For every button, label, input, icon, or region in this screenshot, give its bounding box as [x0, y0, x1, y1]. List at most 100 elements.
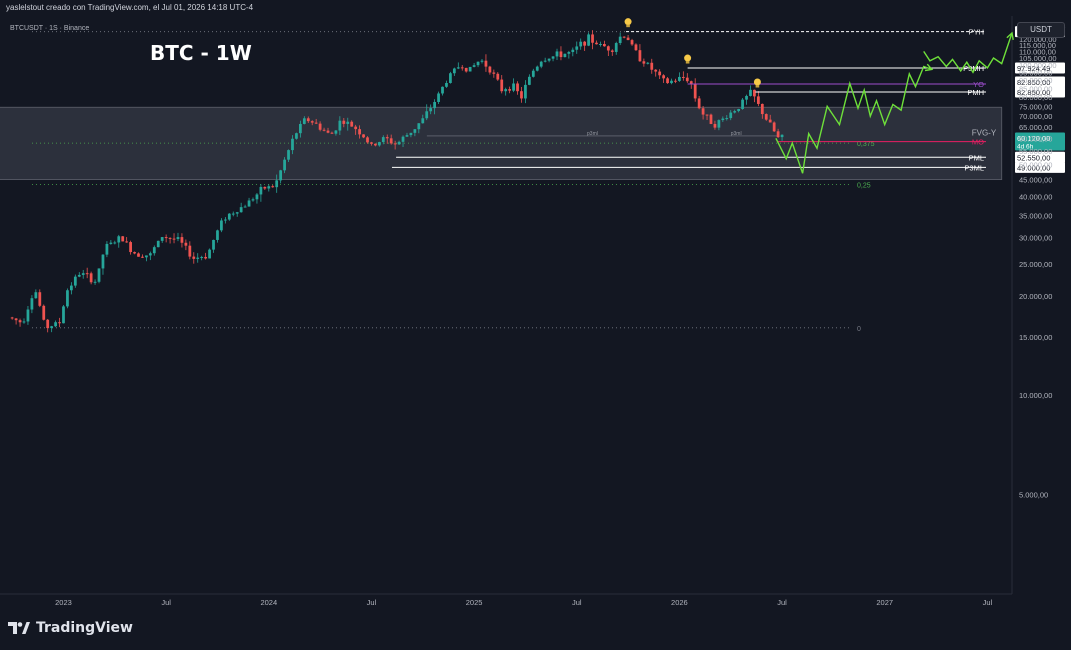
candle-body: [749, 89, 752, 96]
y-axis-tick-label: 110.000,00: [1019, 47, 1056, 56]
candle-body: [62, 306, 65, 324]
y-axis-tick-label: 90.000,00: [1019, 76, 1052, 85]
level-price-label: 97.924,49: [1017, 64, 1050, 73]
candle-body: [350, 121, 354, 127]
candle-body: [113, 242, 117, 244]
candle-body: [409, 132, 413, 136]
projection-arrow-icon: [1006, 31, 1014, 41]
candle-body: [571, 49, 575, 53]
tradingview-logo[interactable]: TradingView: [8, 620, 133, 636]
y-axis-tick-label: 100.000,00: [1019, 61, 1057, 70]
candle-body: [26, 309, 30, 322]
candle-body: [34, 292, 38, 299]
candle-body: [54, 322, 57, 327]
btc-weekly-chart[interactable]: BTCUSDT · 1S · Binance BTC - 1W FVG-Y 0,375…: [0, 16, 1071, 612]
candle-body: [460, 67, 464, 69]
candle-body: [717, 120, 721, 128]
candle-body: [152, 247, 156, 254]
candle-body: [334, 130, 338, 134]
candle-body: [595, 42, 598, 45]
candle-body: [441, 86, 444, 94]
candle-body: [223, 219, 227, 221]
y-axis-tick-label: 55.000,00: [1019, 147, 1052, 156]
candle-body: [22, 321, 26, 323]
candle-body: [772, 122, 776, 132]
candle-body: [239, 207, 243, 213]
level-price-box: [1015, 161, 1065, 173]
candle-body: [346, 121, 350, 124]
level-label: P3MH: [963, 64, 984, 73]
candle-body: [58, 322, 61, 324]
candle-body: [437, 93, 440, 102]
y-axis-tick-label: 50.000,00: [1019, 160, 1052, 169]
level-label: PML: [969, 153, 984, 162]
currency-selector-button[interactable]: USDT: [1017, 22, 1065, 38]
lightbulb-glass: [624, 18, 632, 26]
candle-body: [97, 268, 101, 282]
lightbulb-base: [626, 24, 630, 28]
level-price-label: 52.550,00: [1017, 153, 1050, 162]
candle-body: [101, 254, 105, 269]
candle-body: [417, 123, 421, 130]
level-label: PYH: [969, 28, 984, 37]
candle-body: [117, 236, 121, 243]
candle-body: [452, 68, 456, 74]
candle-body: [705, 114, 709, 116]
candle-body: [358, 129, 361, 135]
candle-body: [105, 243, 109, 255]
candle-body: [618, 36, 622, 44]
candle-body: [302, 118, 306, 124]
y-axis-tick-label: 60.000,00: [1019, 134, 1052, 143]
candle-body: [484, 60, 488, 67]
candle-body: [38, 292, 42, 306]
candle-body: [670, 80, 673, 84]
candle-body: [243, 206, 247, 208]
candle-body: [512, 83, 515, 91]
candle-body: [212, 239, 215, 250]
candle-body: [504, 89, 508, 92]
fib-label: 0,375: [857, 141, 875, 148]
candle-body: [555, 51, 559, 57]
candle-body: [81, 273, 85, 275]
candle-body: [374, 143, 377, 146]
level-price-box: [1015, 86, 1065, 98]
candle-body: [160, 237, 164, 241]
attribution-text: yaslelstout creado con TradingView.com, …: [6, 3, 254, 12]
candle-body: [413, 129, 417, 133]
candle-body: [231, 213, 235, 215]
price-tag-label: 82.850,00: [1017, 78, 1050, 87]
candle-body: [646, 62, 650, 64]
candle-body: [599, 44, 602, 46]
candle-body: [172, 238, 176, 240]
candle-body: [129, 242, 132, 253]
candle-body: [377, 142, 381, 146]
candle-body: [275, 180, 279, 188]
candle-body: [220, 220, 223, 231]
candle-body: [543, 60, 547, 62]
candle-body: [89, 273, 93, 283]
fvg-zone-label: FVG-Y: [972, 128, 997, 137]
candle-body: [551, 56, 555, 59]
candle-body: [405, 135, 409, 137]
candle-body: [693, 83, 697, 99]
candle-body: [322, 129, 326, 131]
y-axis-tick-label: 20.000,00: [1019, 292, 1052, 301]
y-axis-tick-label: 10.000,00: [1019, 391, 1052, 400]
candle-body: [271, 186, 275, 188]
candle-body: [310, 121, 314, 123]
y-axis-tick-label: 30.000,00: [1019, 234, 1052, 243]
p3ml-label: p3ml: [587, 131, 598, 137]
candle-body: [741, 99, 744, 109]
candle-body: [681, 76, 685, 78]
y-axis-tick-label: 120.000,00: [1019, 35, 1057, 44]
candle-body: [326, 130, 330, 133]
chart-background: [0, 16, 1071, 612]
candle-body: [425, 111, 429, 119]
candle-body: [603, 44, 606, 47]
candle-body: [362, 134, 365, 138]
candle-body: [397, 141, 401, 145]
candle-body: [287, 150, 290, 160]
candle-body: [184, 242, 188, 246]
candle-body: [630, 40, 634, 45]
candle-body: [488, 66, 492, 73]
